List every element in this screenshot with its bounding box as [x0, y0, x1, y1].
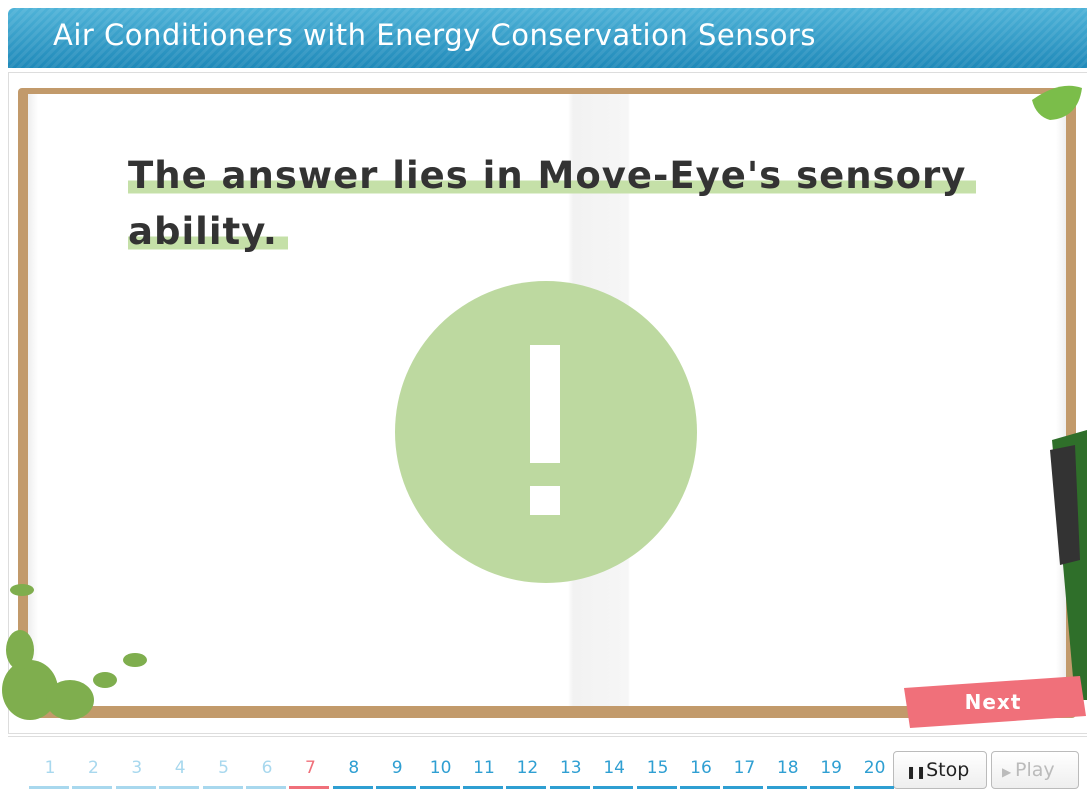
- page-number[interactable]: 7: [290, 758, 330, 778]
- page-number[interactable]: 12: [507, 758, 547, 778]
- page-number[interactable]: 10: [421, 758, 461, 778]
- next-button[interactable]: Next: [900, 676, 1086, 728]
- page-number[interactable]: 13: [551, 758, 591, 778]
- page-underline: [854, 786, 894, 789]
- page-underline: [593, 786, 633, 789]
- page-underline: [333, 786, 373, 789]
- page-number[interactable]: 16: [681, 758, 721, 778]
- page-underline: [289, 786, 329, 789]
- page-number[interactable]: 18: [768, 758, 808, 778]
- page-number[interactable]: 17: [724, 758, 764, 778]
- play-label: Play: [1015, 759, 1055, 781]
- page-underline: [420, 786, 460, 789]
- page-underline: [767, 786, 807, 789]
- page-underline: [376, 786, 416, 789]
- play-button[interactable]: ▶ Play: [991, 751, 1079, 789]
- page-underline: [246, 786, 286, 789]
- page-underline: [810, 786, 850, 789]
- page-underline: [550, 786, 590, 789]
- page-underline: [159, 786, 199, 789]
- page: Air Conditioners with Energy Conservatio…: [0, 0, 1087, 799]
- page-number[interactable]: 8: [334, 758, 374, 778]
- stop-button[interactable]: ❚❚Stop: [893, 751, 987, 789]
- page-underline: [116, 786, 156, 789]
- page-number[interactable]: 14: [594, 758, 634, 778]
- pen-grip: [1050, 445, 1080, 565]
- page-number[interactable]: 11: [464, 758, 504, 778]
- page-number[interactable]: 20: [855, 758, 895, 778]
- page-number[interactable]: 5: [204, 758, 244, 778]
- page-underline: [637, 786, 677, 789]
- page-underline: [29, 786, 69, 789]
- page-underline: [723, 786, 763, 789]
- slide-heading: The answer lies in Move-Eye's sensory ab…: [128, 148, 1008, 260]
- stop-label: Stop: [926, 759, 969, 781]
- page-number[interactable]: 19: [811, 758, 851, 778]
- page-number[interactable]: 2: [73, 758, 113, 778]
- heading-text: The answer lies in Move-Eye's sensory ab…: [128, 154, 976, 253]
- page-number[interactable]: 1: [30, 758, 70, 778]
- leaf: [1032, 86, 1082, 120]
- page-underline: [72, 786, 112, 789]
- page-number[interactable]: 9: [377, 758, 417, 778]
- page-underline: [506, 786, 546, 789]
- page-number[interactable]: 6: [247, 758, 287, 778]
- page-underline: [463, 786, 503, 789]
- alert-dot: [530, 486, 560, 515]
- page-number[interactable]: 3: [117, 758, 157, 778]
- page-number[interactable]: 15: [638, 758, 678, 778]
- alert-bar: [530, 345, 560, 463]
- plant: [2, 584, 147, 720]
- page-underline: [203, 786, 243, 789]
- page-underline: [680, 786, 720, 789]
- page-number[interactable]: 4: [160, 758, 200, 778]
- next-label: Next: [900, 690, 1086, 714]
